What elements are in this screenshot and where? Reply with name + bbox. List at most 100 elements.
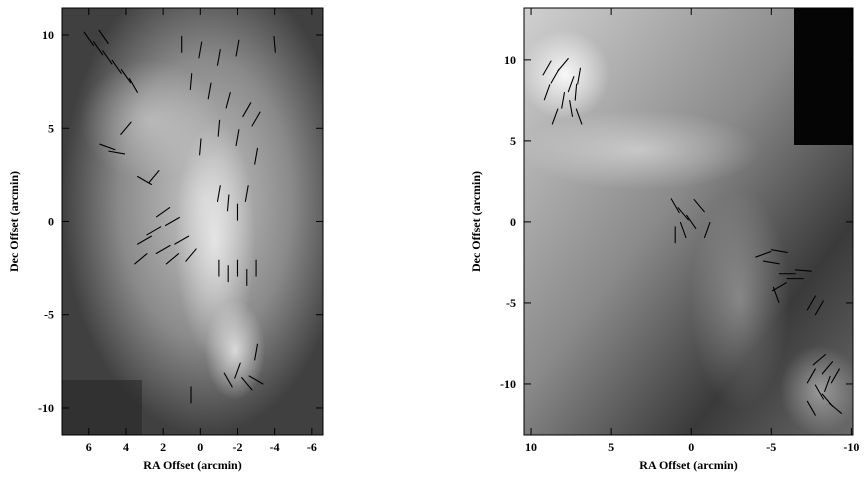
polarization-vector <box>772 286 780 303</box>
polarization-vector <box>806 295 816 311</box>
y-tick-label: 5 <box>510 134 516 148</box>
polarization-vector <box>120 121 132 135</box>
polarization-vector <box>241 377 253 391</box>
intensity-image <box>62 8 323 435</box>
polarization-vector <box>821 361 834 375</box>
polarization-vector <box>83 31 94 46</box>
polarization-vector <box>543 84 551 101</box>
polarization-vector <box>98 29 109 45</box>
polarization-vector <box>128 77 138 93</box>
polarization-vector <box>806 400 816 416</box>
polarization-vector <box>254 343 259 361</box>
x-tick-label: 0 <box>197 440 203 454</box>
polarization-vector <box>551 108 559 125</box>
polarization-vector <box>165 253 180 265</box>
polarization-vector <box>223 372 233 388</box>
polarization-vector <box>248 375 264 385</box>
polarization-vector <box>770 249 788 254</box>
polarization-vector <box>693 199 705 213</box>
polarization-vector <box>216 185 221 202</box>
polarization-vector <box>828 402 843 414</box>
polarization-vector <box>542 60 552 76</box>
polarization-vector <box>814 384 824 400</box>
polarization-vector <box>189 73 193 91</box>
polarization-vector <box>794 269 812 272</box>
polarization-vector <box>254 147 259 165</box>
polarization-vector <box>577 67 582 85</box>
x-tick-label: 4 <box>123 440 129 454</box>
polarization-vector <box>574 83 578 101</box>
x-tick-label: 6 <box>86 440 92 454</box>
y-tick-label: -5 <box>44 308 54 322</box>
y-tick-label: 0 <box>510 215 516 229</box>
polarization-vector <box>569 100 574 117</box>
polarization-vector <box>155 244 171 255</box>
polarization-vector <box>679 221 687 239</box>
intensity-image <box>524 8 853 435</box>
polarization-vector <box>762 260 780 265</box>
x-axis-label: RA Offset (arcmin) <box>143 458 241 472</box>
polarization-vector <box>824 375 831 393</box>
polarization-vector <box>164 216 180 227</box>
polarization-vector <box>217 119 221 137</box>
polarization-vector <box>677 207 689 221</box>
polarization-vector <box>134 253 148 265</box>
polarization-vector <box>120 68 132 84</box>
polarization-vector <box>550 68 560 84</box>
polarization-vector <box>806 368 816 384</box>
polarization-vector <box>561 91 566 109</box>
polarization-vector <box>198 41 203 59</box>
polarization-vector <box>156 207 171 218</box>
x-tick-label: -5 <box>766 440 776 454</box>
x-tick-label: -10 <box>843 440 859 454</box>
polarization-vector <box>216 48 221 66</box>
x-axis-label: RA Offset (arcmin) <box>639 458 737 472</box>
polarization-vector <box>244 185 249 202</box>
polarization-vector <box>557 58 569 72</box>
polarization-vector <box>235 39 240 57</box>
polarization-vector <box>575 108 583 125</box>
x-tick-label: 0 <box>688 440 694 454</box>
polarization-vector <box>755 251 772 258</box>
polarization-vector <box>703 221 711 239</box>
polarization-vector <box>814 300 824 316</box>
vector-layer <box>83 29 276 404</box>
polarization-vector <box>148 170 160 184</box>
y-tick-label: 5 <box>48 121 54 135</box>
y-tick-label: 10 <box>42 28 54 42</box>
polarization-vector <box>830 368 840 384</box>
polarization-vector <box>670 198 680 214</box>
polarization-vector <box>242 102 252 118</box>
y-tick-label: -10 <box>500 377 516 391</box>
polarization-vector <box>146 226 162 236</box>
polarization-vector <box>99 143 116 151</box>
polarization-vector <box>251 111 261 127</box>
x-tick-label: -4 <box>270 440 280 454</box>
x-tick-label: -2 <box>232 440 242 454</box>
y-tick-label: -5 <box>506 296 516 310</box>
y-axis-label: Dec Offset (arcmin) <box>7 171 21 272</box>
polarization-vector <box>234 362 241 379</box>
polarization-vector <box>812 353 827 366</box>
polarization-vector <box>174 235 190 245</box>
x-tick-label: 10 <box>525 440 537 454</box>
polarization-vector <box>207 82 212 100</box>
vector-layer <box>542 58 843 416</box>
x-tick-label: 5 <box>608 440 614 454</box>
y-axis-label: Dec Offset (arcmin) <box>469 171 483 272</box>
polarization-vector <box>92 40 104 56</box>
polarization-vector <box>111 59 122 74</box>
x-tick-label: 2 <box>160 440 166 454</box>
polarization-vector <box>137 235 153 245</box>
polarization-vector <box>102 50 113 65</box>
polarization-vector <box>225 92 231 109</box>
x-tick-label: -6 <box>307 440 317 454</box>
polarization-vector <box>108 150 126 155</box>
polarization-vector <box>235 129 240 147</box>
polarization-vector <box>567 76 575 93</box>
y-tick-label: 10 <box>504 53 516 67</box>
polarization-vector <box>199 138 202 156</box>
y-tick-label: 0 <box>48 215 54 229</box>
